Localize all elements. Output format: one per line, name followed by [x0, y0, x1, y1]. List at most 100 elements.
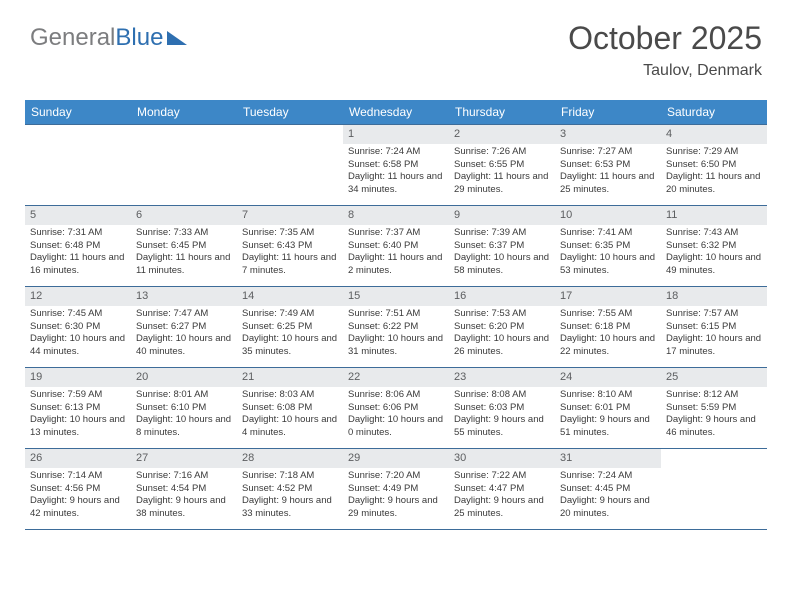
sun-info-line: Sunset: 4:52 PM [242, 483, 338, 496]
sun-info-line: Sunset: 4:49 PM [348, 483, 444, 496]
day-number: 19 [25, 368, 131, 387]
calendar-cell: 12Sunrise: 7:45 AMSunset: 6:30 PMDayligh… [25, 287, 131, 367]
sun-info-line: Sunset: 6:22 PM [348, 321, 444, 334]
weekday-header: Thursday [449, 100, 555, 124]
sun-info-line: Daylight: 10 hours and 13 minutes. [30, 414, 126, 440]
sun-info-line: Sunset: 6:48 PM [30, 240, 126, 253]
sun-info-line: Sunrise: 7:14 AM [30, 470, 126, 483]
sun-info-line: Sunrise: 8:01 AM [136, 389, 232, 402]
sun-info-line: Daylight: 9 hours and 38 minutes. [136, 495, 232, 521]
calendar-cell: 9Sunrise: 7:39 AMSunset: 6:37 PMDaylight… [449, 206, 555, 286]
weekday-header: Wednesday [343, 100, 449, 124]
sun-info-line: Sunrise: 7:51 AM [348, 308, 444, 321]
day-body: Sunrise: 8:01 AMSunset: 6:10 PMDaylight:… [131, 387, 237, 444]
logo: GeneralBlue [30, 24, 187, 52]
sun-info-line: Sunrise: 7:55 AM [560, 308, 656, 321]
sun-info-line: Sunset: 6:27 PM [136, 321, 232, 334]
sun-info-line: Sunset: 6:10 PM [136, 402, 232, 415]
sun-info-line: Daylight: 9 hours and 33 minutes. [242, 495, 338, 521]
calendar-cell: 29Sunrise: 7:20 AMSunset: 4:49 PMDayligh… [343, 449, 449, 529]
logo-text-2: Blue [115, 24, 163, 52]
sun-info-line: Sunset: 6:15 PM [666, 321, 762, 334]
sun-info-line: Sunrise: 8:06 AM [348, 389, 444, 402]
sun-info-line: Sunset: 6:43 PM [242, 240, 338, 253]
sun-info-line: Sunrise: 8:12 AM [666, 389, 762, 402]
sun-info-line: Daylight: 9 hours and 46 minutes. [666, 414, 762, 440]
day-number: 29 [343, 449, 449, 468]
day-number: 15 [343, 287, 449, 306]
sun-info-line: Daylight: 9 hours and 20 minutes. [560, 495, 656, 521]
sun-info-line: Daylight: 10 hours and 4 minutes. [242, 414, 338, 440]
day-body: Sunrise: 8:06 AMSunset: 6:06 PMDaylight:… [343, 387, 449, 444]
day-body: Sunrise: 7:57 AMSunset: 6:15 PMDaylight:… [661, 306, 767, 363]
sun-info-line: Daylight: 10 hours and 44 minutes. [30, 333, 126, 359]
calendar-cell: 13Sunrise: 7:47 AMSunset: 6:27 PMDayligh… [131, 287, 237, 367]
calendar-cell: 1Sunrise: 7:24 AMSunset: 6:58 PMDaylight… [343, 125, 449, 205]
calendar-week: 5Sunrise: 7:31 AMSunset: 6:48 PMDaylight… [25, 205, 767, 286]
day-number: 17 [555, 287, 661, 306]
sun-info-line: Daylight: 10 hours and 0 minutes. [348, 414, 444, 440]
sun-info-line: Sunset: 6:58 PM [348, 159, 444, 172]
sun-info-line: Sunset: 6:40 PM [348, 240, 444, 253]
sun-info-line: Sunrise: 7:26 AM [454, 146, 550, 159]
day-body: Sunrise: 7:39 AMSunset: 6:37 PMDaylight:… [449, 225, 555, 282]
sun-info-line: Daylight: 9 hours and 42 minutes. [30, 495, 126, 521]
day-body: Sunrise: 7:49 AMSunset: 6:25 PMDaylight:… [237, 306, 343, 363]
day-number: 27 [131, 449, 237, 468]
day-body: Sunrise: 8:08 AMSunset: 6:03 PMDaylight:… [449, 387, 555, 444]
sun-info-line: Daylight: 10 hours and 35 minutes. [242, 333, 338, 359]
sun-info-line: Daylight: 10 hours and 31 minutes. [348, 333, 444, 359]
day-number: 6 [131, 206, 237, 225]
day-number: 30 [449, 449, 555, 468]
sun-info-line: Daylight: 11 hours and 34 minutes. [348, 171, 444, 197]
calendar-cell: 18Sunrise: 7:57 AMSunset: 6:15 PMDayligh… [661, 287, 767, 367]
sun-info-line: Sunset: 6:20 PM [454, 321, 550, 334]
location-label: Taulov, Denmark [643, 62, 762, 80]
sun-info-line: Sunrise: 7:41 AM [560, 227, 656, 240]
calendar-cell: 17Sunrise: 7:55 AMSunset: 6:18 PMDayligh… [555, 287, 661, 367]
day-number: 22 [343, 368, 449, 387]
calendar-cell: 27Sunrise: 7:16 AMSunset: 4:54 PMDayligh… [131, 449, 237, 529]
sun-info-line: Daylight: 10 hours and 22 minutes. [560, 333, 656, 359]
day-body: Sunrise: 7:35 AMSunset: 6:43 PMDaylight:… [237, 225, 343, 282]
sun-info-line: Sunrise: 7:35 AM [242, 227, 338, 240]
day-body: Sunrise: 7:53 AMSunset: 6:20 PMDaylight:… [449, 306, 555, 363]
day-number: 4 [661, 125, 767, 144]
sun-info-line: Daylight: 10 hours and 26 minutes. [454, 333, 550, 359]
calendar-cell: 28Sunrise: 7:18 AMSunset: 4:52 PMDayligh… [237, 449, 343, 529]
sun-info-line: Daylight: 9 hours and 55 minutes. [454, 414, 550, 440]
sun-info-line: Sunrise: 7:20 AM [348, 470, 444, 483]
day-number: 26 [25, 449, 131, 468]
calendar-cell: 14Sunrise: 7:49 AMSunset: 6:25 PMDayligh… [237, 287, 343, 367]
calendar-cell: 8Sunrise: 7:37 AMSunset: 6:40 PMDaylight… [343, 206, 449, 286]
calendar-cell [131, 125, 237, 205]
sun-info-line: Sunrise: 7:16 AM [136, 470, 232, 483]
calendar-cell: 24Sunrise: 8:10 AMSunset: 6:01 PMDayligh… [555, 368, 661, 448]
day-number: 25 [661, 368, 767, 387]
sun-info-line: Sunrise: 7:57 AM [666, 308, 762, 321]
day-number [131, 125, 237, 144]
day-number: 14 [237, 287, 343, 306]
calendar-cell: 21Sunrise: 8:03 AMSunset: 6:08 PMDayligh… [237, 368, 343, 448]
sun-info-line: Sunrise: 7:59 AM [30, 389, 126, 402]
day-body: Sunrise: 7:51 AMSunset: 6:22 PMDaylight:… [343, 306, 449, 363]
day-number: 21 [237, 368, 343, 387]
day-number: 28 [237, 449, 343, 468]
calendar-cell [25, 125, 131, 205]
sun-info-line: Sunset: 6:35 PM [560, 240, 656, 253]
sun-info-line: Sunset: 6:06 PM [348, 402, 444, 415]
day-number: 16 [449, 287, 555, 306]
sun-info-line: Sunset: 6:08 PM [242, 402, 338, 415]
calendar-cell: 4Sunrise: 7:29 AMSunset: 6:50 PMDaylight… [661, 125, 767, 205]
calendar-cell: 31Sunrise: 7:24 AMSunset: 4:45 PMDayligh… [555, 449, 661, 529]
day-body: Sunrise: 7:59 AMSunset: 6:13 PMDaylight:… [25, 387, 131, 444]
day-body: Sunrise: 7:41 AMSunset: 6:35 PMDaylight:… [555, 225, 661, 282]
calendar-cell: 3Sunrise: 7:27 AMSunset: 6:53 PMDaylight… [555, 125, 661, 205]
day-body: Sunrise: 7:37 AMSunset: 6:40 PMDaylight:… [343, 225, 449, 282]
sun-info-line: Daylight: 11 hours and 11 minutes. [136, 252, 232, 278]
calendar-header-row: SundayMondayTuesdayWednesdayThursdayFrid… [25, 100, 767, 124]
sun-info-line: Daylight: 10 hours and 58 minutes. [454, 252, 550, 278]
sun-info-line: Daylight: 10 hours and 40 minutes. [136, 333, 232, 359]
day-number [661, 449, 767, 468]
sun-info-line: Sunset: 4:56 PM [30, 483, 126, 496]
